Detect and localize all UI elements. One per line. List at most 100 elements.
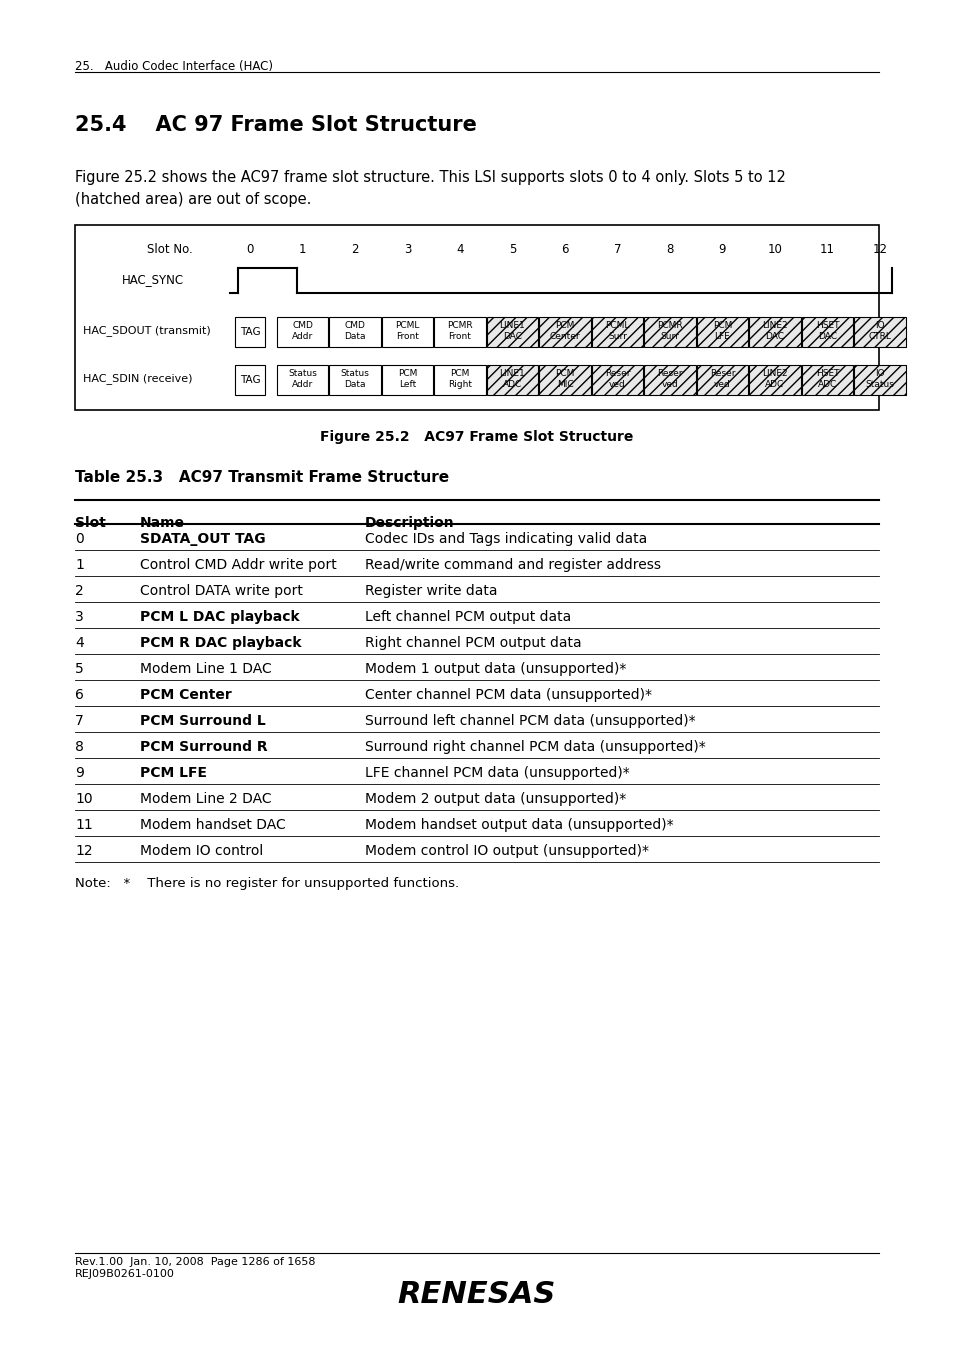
- FancyBboxPatch shape: [329, 317, 380, 347]
- Text: 3: 3: [75, 610, 84, 624]
- FancyBboxPatch shape: [75, 225, 878, 410]
- Text: 5: 5: [75, 662, 84, 676]
- FancyBboxPatch shape: [486, 364, 537, 396]
- Text: PCMR
Surr: PCMR Surr: [657, 321, 682, 340]
- Text: Control CMD Addr write port: Control CMD Addr write port: [140, 558, 336, 572]
- Text: Read/write command and register address: Read/write command and register address: [365, 558, 660, 572]
- Text: Figure 25.2   AC97 Frame Slot Structure: Figure 25.2 AC97 Frame Slot Structure: [320, 431, 633, 444]
- FancyBboxPatch shape: [696, 317, 747, 347]
- Text: Rev.1.00  Jan. 10, 2008  Page 1286 of 1658
REJ09B0261-0100: Rev.1.00 Jan. 10, 2008 Page 1286 of 1658…: [75, 1257, 315, 1278]
- Text: 1: 1: [298, 243, 306, 256]
- Text: Register write data: Register write data: [365, 585, 497, 598]
- Text: Modem IO control: Modem IO control: [140, 844, 263, 859]
- Text: 7: 7: [613, 243, 620, 256]
- FancyBboxPatch shape: [234, 364, 265, 396]
- Text: 7: 7: [75, 714, 84, 728]
- FancyBboxPatch shape: [329, 364, 380, 396]
- FancyBboxPatch shape: [234, 317, 265, 347]
- Text: LINE2
ADC: LINE2 ADC: [761, 370, 787, 389]
- Text: 8: 8: [665, 243, 673, 256]
- Text: Name: Name: [140, 516, 185, 531]
- Text: 9: 9: [75, 765, 84, 780]
- Text: LFE channel PCM data (unsupported)*: LFE channel PCM data (unsupported)*: [365, 765, 629, 780]
- Text: Modem handset output data (unsupported)*: Modem handset output data (unsupported)*: [365, 818, 673, 832]
- Text: PCM
Center: PCM Center: [549, 321, 579, 340]
- Text: 2: 2: [351, 243, 358, 256]
- Text: PCM
Right: PCM Right: [448, 370, 472, 389]
- Text: Codec IDs and Tags indicating valid data: Codec IDs and Tags indicating valid data: [365, 532, 646, 545]
- Text: PCM Center: PCM Center: [140, 688, 232, 702]
- Text: Surround right channel PCM data (unsupported)*: Surround right channel PCM data (unsuppo…: [365, 740, 705, 755]
- FancyBboxPatch shape: [276, 364, 328, 396]
- Text: 0: 0: [75, 532, 84, 545]
- FancyBboxPatch shape: [381, 364, 433, 396]
- FancyBboxPatch shape: [434, 317, 485, 347]
- Text: PCMR
Front: PCMR Front: [447, 321, 473, 340]
- Text: 25.   Audio Codec Interface (HAC): 25. Audio Codec Interface (HAC): [75, 59, 273, 73]
- FancyBboxPatch shape: [696, 364, 747, 396]
- FancyBboxPatch shape: [538, 317, 590, 347]
- Text: LINE1
ADC: LINE1 ADC: [499, 370, 525, 389]
- Text: PCM
MIC: PCM MIC: [555, 370, 574, 389]
- Text: 25.4    AC 97 Frame Slot Structure: 25.4 AC 97 Frame Slot Structure: [75, 115, 476, 135]
- Text: Modem 2 output data (unsupported)*: Modem 2 output data (unsupported)*: [365, 792, 625, 806]
- Text: IO
Status: IO Status: [864, 370, 894, 389]
- FancyBboxPatch shape: [486, 317, 537, 347]
- Text: PCML
Front: PCML Front: [395, 321, 419, 340]
- FancyBboxPatch shape: [853, 364, 904, 396]
- Text: PCM
Left: PCM Left: [397, 370, 416, 389]
- Text: 11: 11: [820, 243, 834, 256]
- Text: 6: 6: [560, 243, 568, 256]
- FancyBboxPatch shape: [538, 364, 590, 396]
- FancyBboxPatch shape: [276, 317, 328, 347]
- Text: Control DATA write port: Control DATA write port: [140, 585, 302, 598]
- Text: Modem Line 1 DAC: Modem Line 1 DAC: [140, 662, 272, 676]
- Text: 10: 10: [767, 243, 781, 256]
- Text: Modem handset DAC: Modem handset DAC: [140, 818, 286, 832]
- Text: PCM Surround L: PCM Surround L: [140, 714, 266, 728]
- Text: 1: 1: [75, 558, 84, 572]
- Text: Modem control IO output (unsupported)*: Modem control IO output (unsupported)*: [365, 844, 648, 859]
- Text: 4: 4: [456, 243, 463, 256]
- FancyBboxPatch shape: [748, 364, 800, 396]
- Text: Status
Addr: Status Addr: [288, 370, 316, 389]
- Text: Left channel PCM output data: Left channel PCM output data: [365, 610, 571, 624]
- Text: Right channel PCM output data: Right channel PCM output data: [365, 636, 581, 649]
- Text: Description: Description: [365, 516, 455, 531]
- Text: 10: 10: [75, 792, 92, 806]
- FancyBboxPatch shape: [591, 317, 642, 347]
- Text: (hatched area) are out of scope.: (hatched area) are out of scope.: [75, 192, 311, 207]
- Text: Slot No.: Slot No.: [147, 243, 193, 256]
- Text: TAG: TAG: [239, 327, 260, 338]
- Text: HAC_SDOUT (transmit): HAC_SDOUT (transmit): [83, 325, 211, 336]
- Text: PCM LFE: PCM LFE: [140, 765, 207, 780]
- Text: HSET
ADC: HSET ADC: [815, 370, 839, 389]
- Text: 3: 3: [403, 243, 411, 256]
- Text: 5: 5: [508, 243, 516, 256]
- Text: PCM Surround R: PCM Surround R: [140, 740, 268, 755]
- Text: HSET
DAC: HSET DAC: [815, 321, 839, 340]
- Text: Status
Data: Status Data: [340, 370, 369, 389]
- FancyBboxPatch shape: [643, 317, 695, 347]
- Text: PCM R DAC playback: PCM R DAC playback: [140, 636, 301, 649]
- Text: 12: 12: [75, 844, 92, 859]
- Text: LINE1
DAC: LINE1 DAC: [499, 321, 525, 340]
- Text: Modem 1 output data (unsupported)*: Modem 1 output data (unsupported)*: [365, 662, 626, 676]
- Text: Figure 25.2 shows the AC97 frame slot structure. This LSI supports slots 0 to 4 : Figure 25.2 shows the AC97 frame slot st…: [75, 170, 785, 185]
- FancyBboxPatch shape: [643, 364, 695, 396]
- Text: 8: 8: [75, 740, 84, 755]
- FancyBboxPatch shape: [853, 317, 904, 347]
- Text: CMD
Addr: CMD Addr: [292, 321, 313, 340]
- FancyBboxPatch shape: [381, 317, 433, 347]
- Text: Table 25.3   AC97 Transmit Frame Structure: Table 25.3 AC97 Transmit Frame Structure: [75, 470, 449, 485]
- Text: 6: 6: [75, 688, 84, 702]
- Text: IO
CTRL: IO CTRL: [867, 321, 890, 340]
- Text: 2: 2: [75, 585, 84, 598]
- Text: SDATA_OUT TAG: SDATA_OUT TAG: [140, 532, 265, 545]
- FancyBboxPatch shape: [591, 364, 642, 396]
- Text: HAC_SDIN (receive): HAC_SDIN (receive): [83, 373, 193, 383]
- FancyBboxPatch shape: [801, 364, 852, 396]
- Text: CMD
Data: CMD Data: [344, 321, 365, 340]
- Text: Reser
ved: Reser ved: [604, 370, 630, 389]
- Text: 4: 4: [75, 636, 84, 649]
